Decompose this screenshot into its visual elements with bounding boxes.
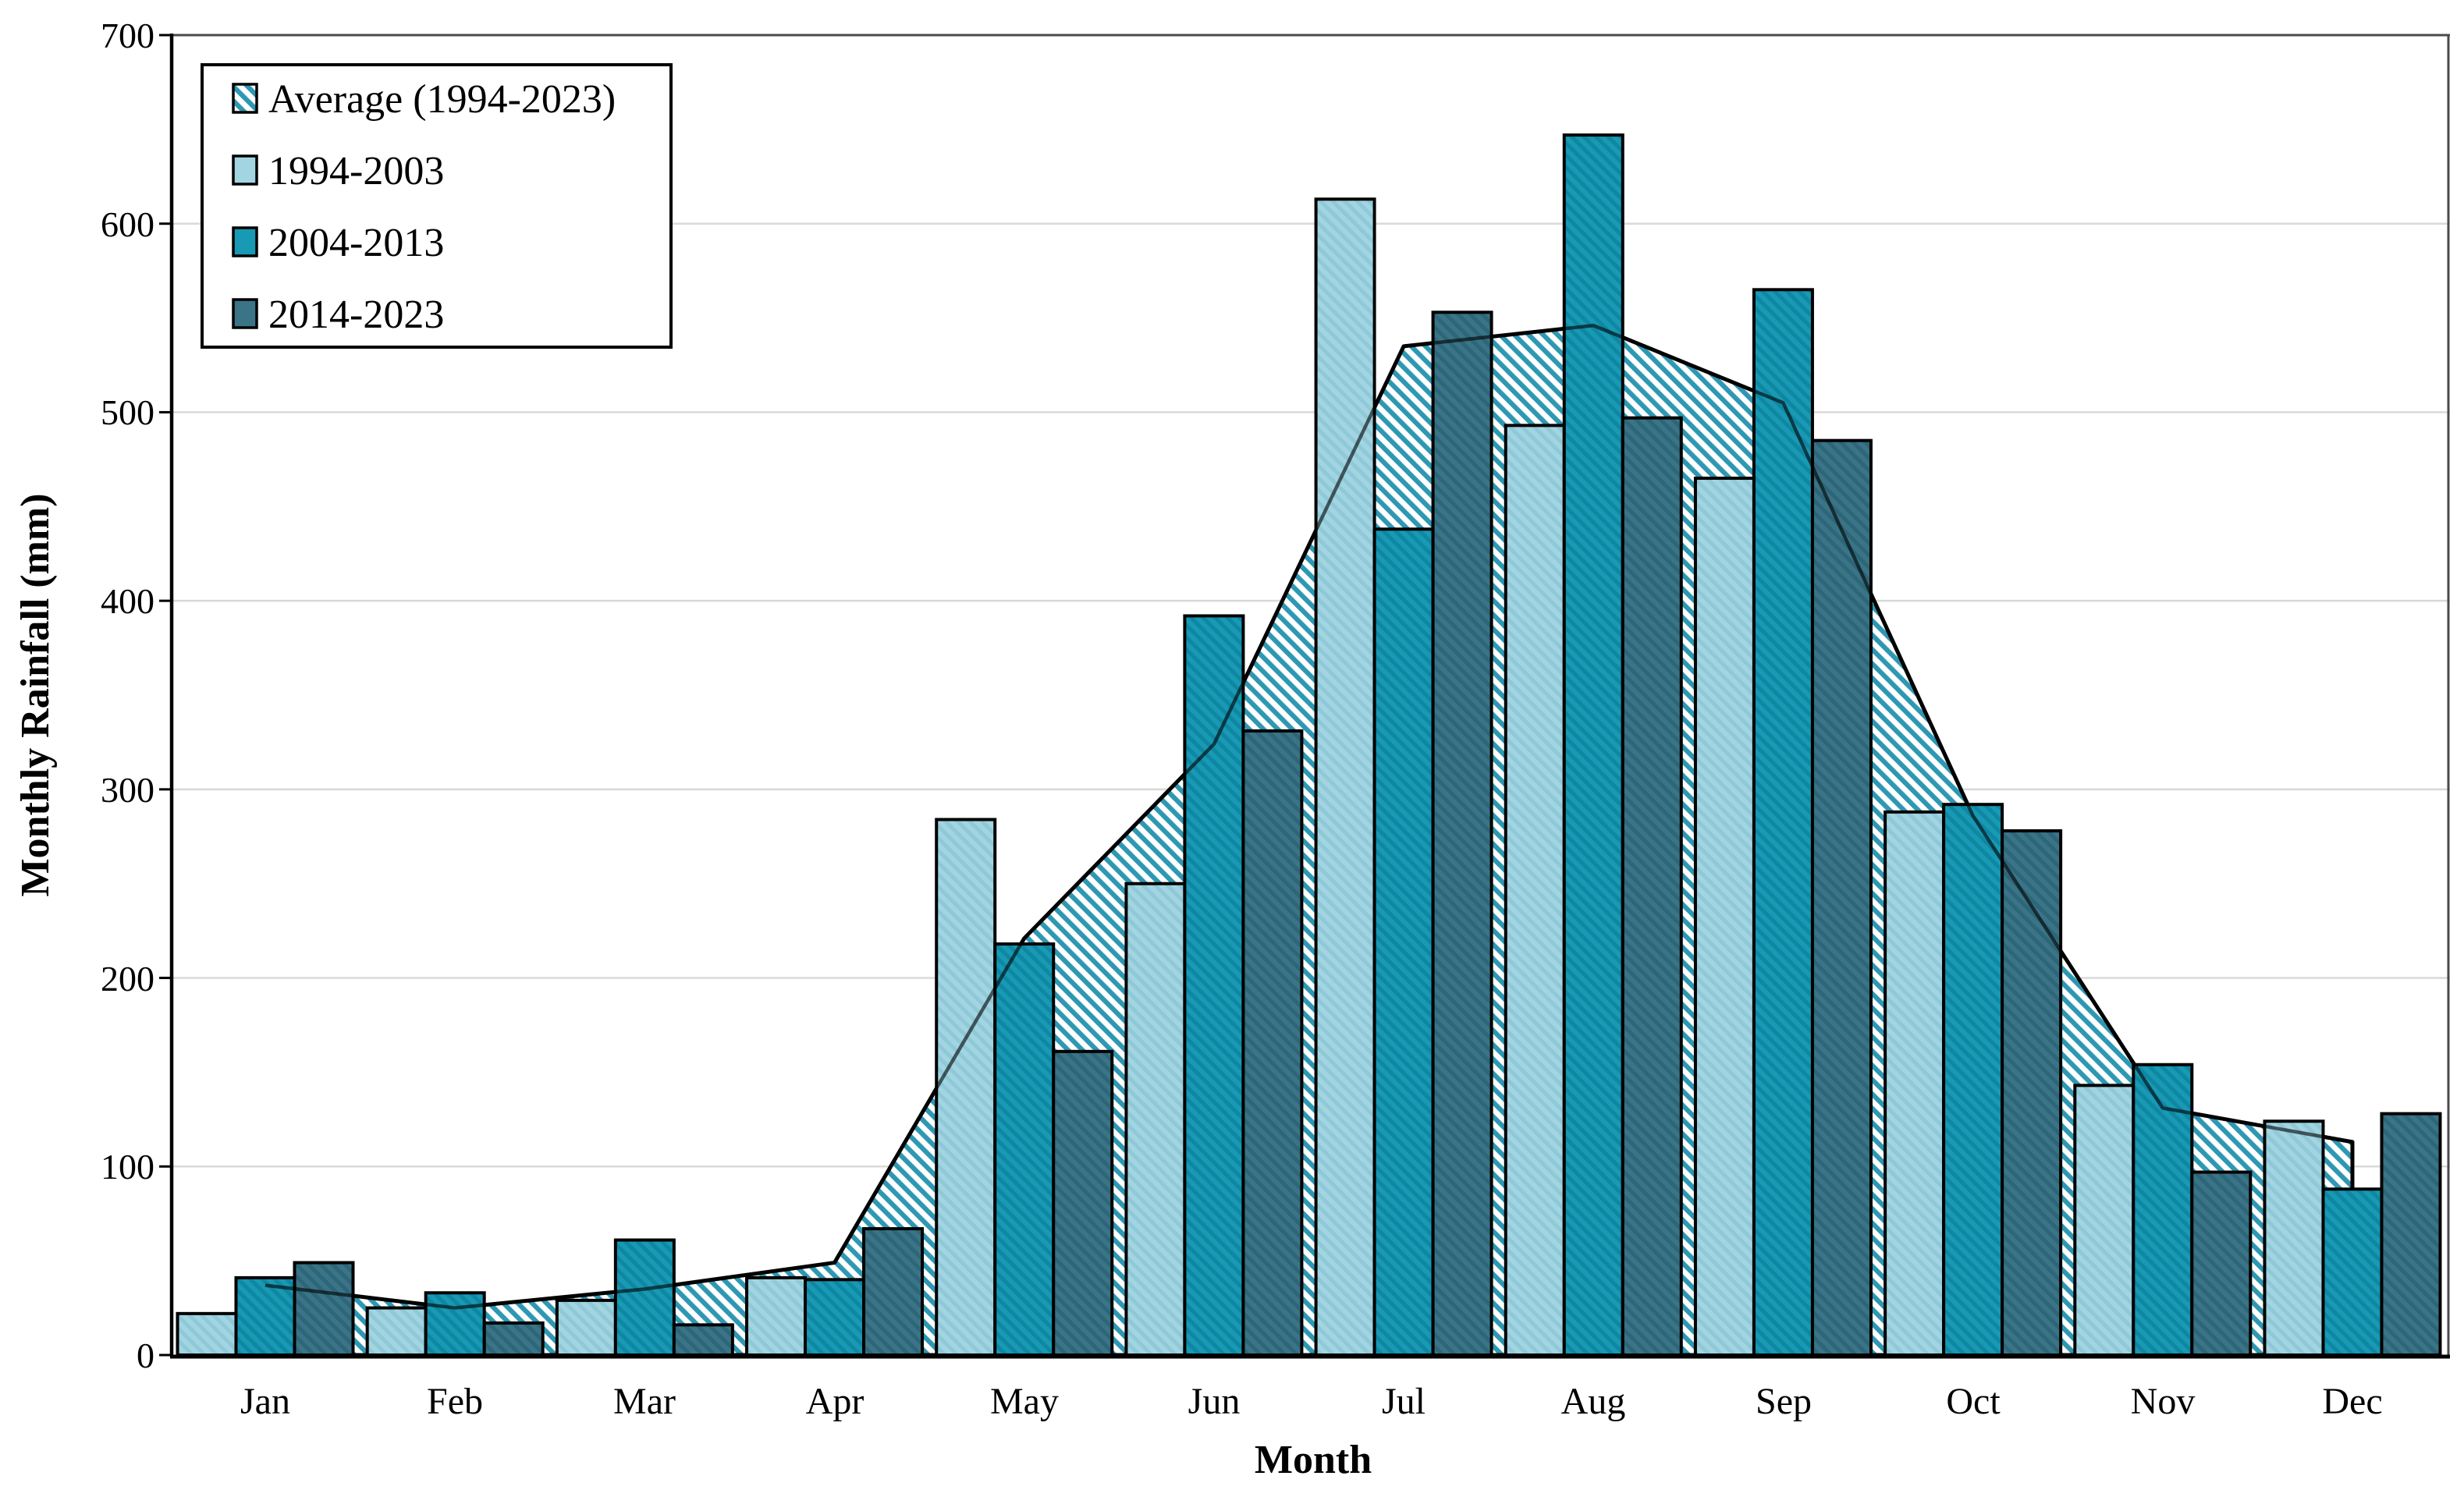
- y-tick-0: 0: [137, 1336, 154, 1375]
- bar-1994-2003-oct: [1884, 810, 1946, 1357]
- x-tick-may: May: [990, 1381, 1059, 1422]
- bar-1994-2003-dec: [2263, 1119, 2325, 1357]
- x-axis-title: Month: [1255, 1438, 1372, 1482]
- y-axis-title: Monthly Rainfall (mm): [13, 493, 58, 896]
- bar-2004-2013-jul: [1372, 527, 1435, 1357]
- x-tick-oct: Oct: [1946, 1381, 2001, 1422]
- bar-2004-2013-jun: [1183, 614, 1245, 1357]
- bar-2014-2023-feb: [482, 1321, 545, 1357]
- bar-1994-2003-jun: [1124, 882, 1187, 1357]
- bar-2014-2023-nov: [2190, 1170, 2253, 1357]
- x-tick-aug: Aug: [1561, 1381, 1626, 1422]
- legend-label-2004-2013: 2004-2013: [268, 221, 444, 265]
- x-tick-jun: Jun: [1188, 1381, 1241, 1422]
- x-tick-mar: Mar: [613, 1381, 676, 1422]
- x-tick-apr: Apr: [806, 1381, 865, 1422]
- x-tick-jul: Jul: [1382, 1381, 1425, 1422]
- legend: Average (1994-2023) 1994-2003 2004-2013 …: [201, 63, 673, 349]
- bar-2004-2013-feb: [424, 1291, 486, 1357]
- legend-label-1994-2003: 1994-2003: [268, 149, 444, 193]
- y-tick-400: 400: [101, 581, 154, 621]
- bar-2014-2023-may: [1052, 1049, 1114, 1357]
- bar-1994-2003-jan: [176, 1311, 238, 1357]
- bar-2014-2023-jan: [293, 1261, 355, 1357]
- legend-label-average: Average (1994-2023): [268, 77, 616, 122]
- bar-2014-2023-aug: [1621, 416, 1683, 1357]
- bar-2014-2023-jul: [1431, 310, 1493, 1357]
- y-tick-200: 200: [101, 959, 154, 999]
- bar-2004-2013-aug: [1562, 133, 1624, 1357]
- bar-1994-2003-apr: [745, 1275, 808, 1357]
- bar-2014-2023-jun: [1241, 729, 1304, 1357]
- x-tick-labels: Jan Feb Mar Apr May Jun Jul Aug Sep Oct …: [240, 1381, 2383, 1422]
- average-line-path: [265, 323, 2353, 1310]
- legend-swatch-average: [232, 83, 258, 114]
- bar-2014-2023-sep: [1810, 438, 1873, 1357]
- legend-box: [201, 63, 673, 349]
- y-tick-500: 500: [101, 392, 154, 432]
- x-tick-sep: Sep: [1756, 1381, 1812, 1422]
- bar-1994-2003-may: [935, 818, 997, 1357]
- bar-1994-2003-aug: [1504, 424, 1566, 1357]
- bar-2014-2023-apr: [862, 1227, 925, 1357]
- bar-1994-2003-sep: [1693, 477, 1756, 1357]
- bar-2004-2013-dec: [2321, 1187, 2384, 1357]
- bar-2004-2013-may: [993, 942, 1056, 1357]
- x-tick-dec: Dec: [2322, 1381, 2382, 1422]
- legend-swatch-1994-2003: [232, 154, 258, 186]
- bar-2004-2013-oct: [1942, 803, 2004, 1357]
- average-line: [265, 323, 2353, 1310]
- legend-label-2014-2023: 2014-2023: [268, 293, 444, 337]
- x-tick-feb: Feb: [427, 1381, 483, 1422]
- bar-1994-2003-feb: [365, 1306, 428, 1357]
- bar-1994-2003-nov: [2073, 1084, 2136, 1357]
- x-tick-jan: Jan: [240, 1381, 290, 1422]
- plot-frame: [169, 34, 2450, 1359]
- bar-2004-2013-apr: [804, 1278, 866, 1357]
- bar-1994-2003-jul: [1314, 197, 1376, 1357]
- bar-1994-2003-mar: [555, 1298, 617, 1357]
- bar-2014-2023-dec: [2380, 1112, 2442, 1357]
- y-tick-300: 300: [101, 770, 154, 810]
- bar-2004-2013-mar: [613, 1238, 676, 1357]
- legend-swatch-2014-2023: [232, 298, 258, 329]
- legend-swatch-2004-2013: [232, 226, 258, 257]
- y-tick-marks: [159, 34, 172, 1357]
- bar-2014-2023-oct: [2001, 829, 2063, 1357]
- x-tick-nov: Nov: [2131, 1381, 2196, 1422]
- y-tick-700: 700: [101, 16, 154, 55]
- y-tick-labels: 0 100 200 300 400 500 600 700: [101, 16, 154, 1375]
- y-tick-100: 100: [101, 1147, 154, 1187]
- bar-2014-2023-mar: [672, 1323, 734, 1357]
- y-tick-600: 600: [101, 204, 154, 244]
